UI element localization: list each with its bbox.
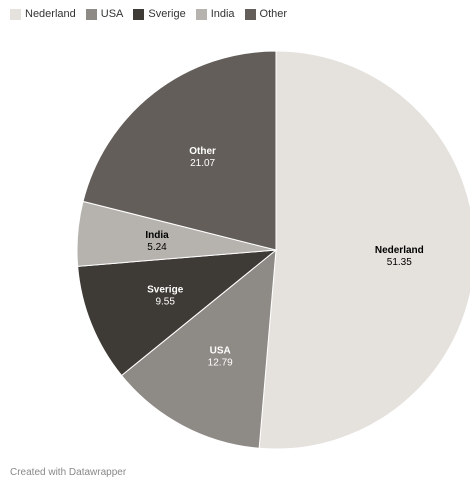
slice-label-sverige: Sverige [147, 285, 184, 296]
legend-swatch-usa [85, 8, 97, 20]
datawrapper-credit: Created with Datawrapper [10, 467, 127, 478]
pie-slices [76, 50, 470, 450]
pie-slice-sverige [77, 249, 278, 377]
slice-label-usa: USA [210, 346, 231, 357]
legend-item-other: Other [244, 8, 288, 20]
slice-value-india: 5.24 [147, 242, 167, 253]
slice-label-india: India [145, 230, 169, 241]
legend-swatch-other [244, 8, 256, 20]
chart-legend: Nederland USA Sverige India Other [10, 8, 297, 20]
legend-item-nederland: Nederland [10, 8, 76, 20]
slice-value-usa: 12.79 [208, 358, 233, 369]
legend-item-usa: USA [85, 8, 124, 20]
legend-item-sverige: Sverige [133, 8, 186, 20]
legend-swatch-nederland [10, 8, 21, 20]
slice-value-nederland: 51.35 [387, 257, 412, 268]
slice-value-other: 21.07 [190, 158, 215, 169]
slice-label-nederland: Nederland [375, 245, 424, 256]
legend-label-usa: USA [100, 8, 124, 20]
pie-slice-usa [120, 248, 277, 449]
pie-slice-other [82, 50, 277, 251]
legend-swatch-india [195, 8, 207, 20]
legend-item-india: India [195, 8, 235, 20]
legend-label-nederland: Nederland [25, 8, 76, 20]
pie-slice-nederland [258, 50, 470, 450]
slice-value-sverige: 9.55 [155, 297, 175, 308]
slice-label-other: Other [189, 146, 216, 157]
legend-label-other: Other [259, 8, 288, 20]
legend-label-sverige: Sverige [148, 8, 186, 20]
legend-label-india: India [210, 8, 235, 20]
legend-swatch-sverige [133, 8, 145, 20]
